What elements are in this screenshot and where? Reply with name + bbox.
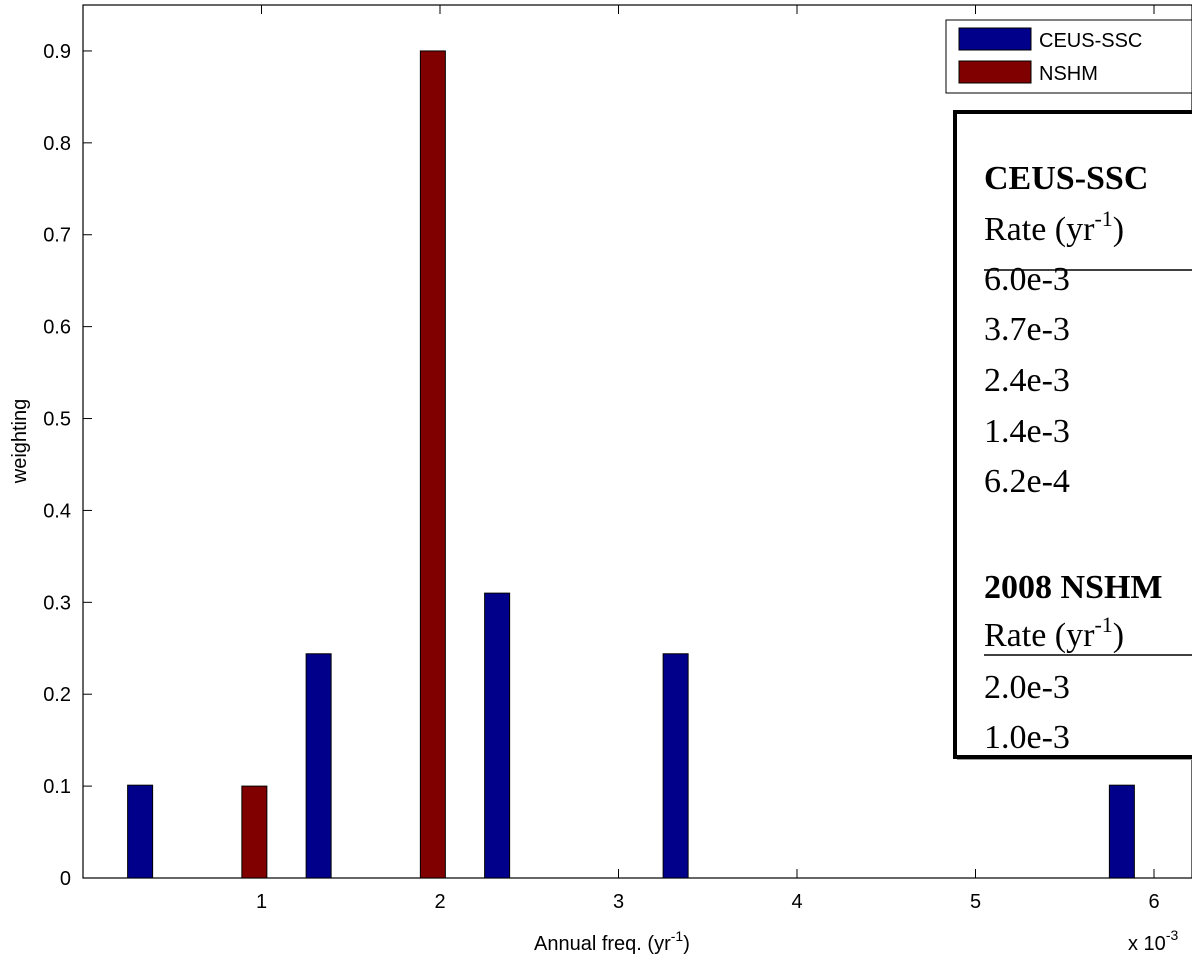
ceus-rate-value: 3.7e-3	[984, 311, 1070, 348]
nshm-heading: 2008 NSHM	[984, 569, 1163, 606]
bar-ceus-ssc	[1108, 784, 1135, 879]
x-tick-label: 6	[1148, 891, 1159, 913]
x-tick-label: 2	[434, 891, 445, 913]
nshm-rate-value: 2.0e-3	[984, 669, 1070, 706]
x-tick-label: 5	[970, 891, 981, 913]
y-tick-label: 0	[60, 868, 71, 890]
y-axis-label: weighting	[9, 399, 31, 485]
bar-ceus-ssc	[662, 653, 689, 879]
bars	[127, 50, 1135, 879]
x-tick-label: 3	[613, 891, 624, 913]
y-tick-label: 0.6	[43, 317, 71, 339]
x-tick-label: 4	[791, 891, 802, 913]
nshm-rate-header: Rate (yr-1)	[984, 612, 1124, 654]
y-tick-label: 0.1	[43, 776, 71, 798]
y-tick-label: 0.4	[43, 500, 71, 522]
x-tick-label: 1	[256, 891, 267, 913]
rate-table-inset: CEUS-SSC Rate (yr-1) 6.0e-3 3.7e-3 2.4e-…	[953, 110, 1192, 760]
x-axis-ticks: 1 2 3 4 5 6	[256, 5, 1160, 913]
bar-nshm	[419, 50, 446, 879]
bar-ceus-ssc	[484, 592, 511, 879]
legend-label-ceus-ssc: CEUS-SSC	[1039, 30, 1142, 52]
inset-box	[953, 110, 1192, 759]
ceus-rate-value: 1.4e-3	[984, 413, 1070, 450]
legend: CEUS-SSC NSHM	[945, 19, 1192, 94]
legend-swatch-ceus-ssc	[958, 27, 1032, 51]
bar-ceus-ssc	[305, 653, 332, 879]
x-axis-multiplier: x 10-3	[1128, 927, 1178, 955]
ceus-rate-header: Rate (yr-1)	[984, 206, 1124, 248]
y-tick-label: 0.2	[43, 684, 71, 706]
bar-nshm	[241, 785, 268, 879]
x-axis-label: Annual freq. (yr-1)	[534, 928, 690, 955]
y-tick-label: 0.8	[43, 133, 71, 155]
ceus-rate-value: 2.4e-3	[984, 362, 1070, 399]
y-tick-label: 0.5	[43, 409, 71, 431]
legend-label-nshm: NSHM	[1039, 63, 1098, 85]
y-axis-ticks: 0 0.1 0.2 0.3 0.4 0.5 0.6 0.7 0.8 0.9	[43, 41, 92, 890]
bar-ceus-ssc	[127, 784, 154, 879]
y-tick-label: 0.9	[43, 41, 71, 63]
ceus-rate-value: 6.0e-3	[984, 261, 1070, 298]
ceus-rate-value: 6.2e-4	[984, 463, 1070, 500]
legend-swatch-nshm	[958, 60, 1032, 84]
ceus-ssc-heading: CEUS-SSC	[984, 160, 1148, 197]
y-tick-label: 0.3	[43, 592, 71, 614]
y-tick-label: 0.7	[43, 225, 71, 247]
nshm-rate-value: 1.0e-3	[984, 719, 1070, 756]
